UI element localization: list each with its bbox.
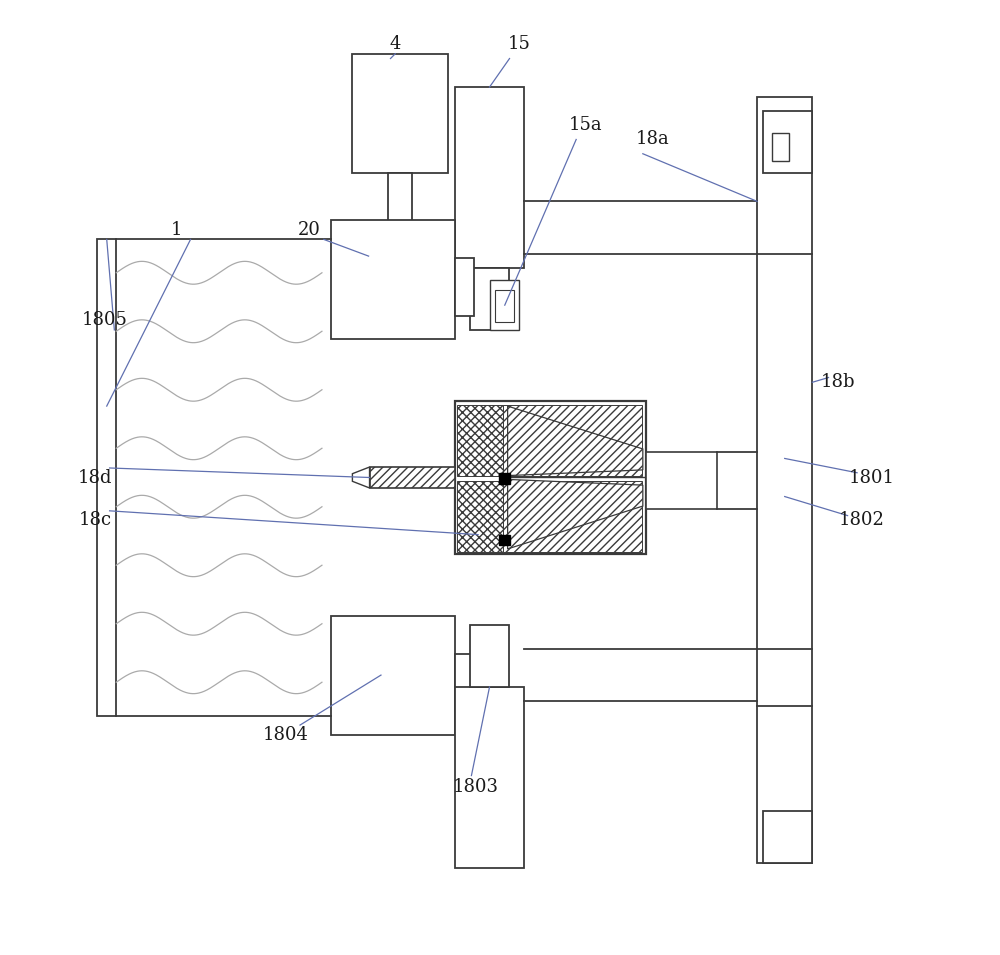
Bar (455, 401, 646, 554)
Text: 1802: 1802 (839, 511, 885, 529)
Bar (455, 653, 474, 711)
Bar (457, 405, 503, 476)
Bar (388, 173, 412, 235)
Text: 15: 15 (508, 35, 530, 53)
Bar (97, 240, 116, 715)
Text: 1801: 1801 (848, 469, 894, 486)
Bar (763, 811, 812, 863)
Text: 4: 4 (390, 35, 401, 53)
Bar (331, 616, 455, 734)
Bar (352, 53, 448, 173)
Text: 18d: 18d (78, 469, 113, 486)
Bar (646, 452, 717, 509)
Bar (455, 87, 524, 268)
Bar (495, 290, 514, 322)
Text: 1803: 1803 (453, 778, 499, 796)
Text: 18a: 18a (635, 131, 669, 148)
Text: 18b: 18b (821, 373, 855, 392)
Text: 1805: 1805 (82, 311, 128, 329)
Bar (470, 268, 509, 329)
Polygon shape (352, 467, 370, 488)
Text: 18c: 18c (79, 511, 112, 529)
Bar (455, 687, 524, 868)
Text: 1: 1 (170, 221, 182, 239)
Text: 15a: 15a (569, 117, 603, 135)
Bar (455, 259, 474, 315)
Bar (772, 133, 789, 161)
Text: 20: 20 (298, 221, 321, 239)
Bar (503, 481, 642, 552)
Text: 1804: 1804 (263, 726, 309, 744)
Bar (763, 111, 812, 173)
Bar (499, 474, 510, 483)
Polygon shape (508, 479, 643, 549)
Bar (757, 96, 812, 863)
Bar (470, 626, 509, 687)
Bar (457, 481, 503, 552)
Bar (503, 405, 642, 476)
Bar (331, 221, 455, 339)
Bar (370, 467, 455, 488)
Polygon shape (508, 406, 643, 476)
Bar (490, 281, 519, 329)
Bar (499, 535, 510, 545)
